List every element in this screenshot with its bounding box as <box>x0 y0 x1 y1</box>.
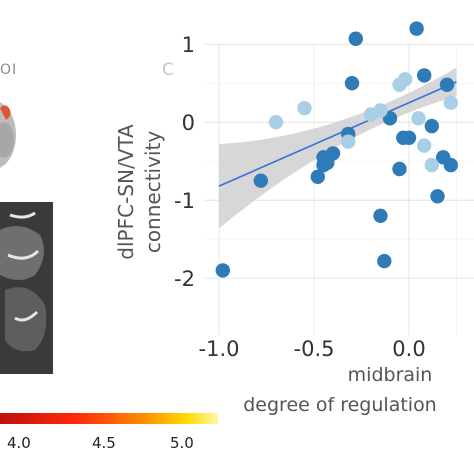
mri-tissue-a <box>0 226 44 280</box>
regression-line <box>218 81 457 187</box>
brain-surface-shade <box>0 122 14 158</box>
x-tick-label: -1.0 <box>199 337 240 361</box>
roi-label: OI <box>0 62 18 78</box>
data-point <box>401 130 417 145</box>
data-point <box>417 68 432 83</box>
y-tick-label: -1 <box>174 189 195 213</box>
data-point <box>310 169 325 184</box>
mri-white-matter <box>7 211 40 322</box>
data-point <box>373 103 388 118</box>
data-point <box>348 31 363 46</box>
colorbar <box>0 413 218 424</box>
colorbar-tick-label: 4.0 <box>7 434 31 452</box>
colorbar-tick-label: 5.0 <box>170 434 194 452</box>
x-tick-label: 0.0 <box>392 337 425 361</box>
data-point <box>424 157 439 173</box>
data-point <box>377 253 392 269</box>
data-point <box>268 115 284 130</box>
y-tick-label: 1 <box>182 33 195 57</box>
colorbar-tick-label: 4.5 <box>92 434 116 452</box>
data-point <box>398 72 413 87</box>
y-tick-label: -2 <box>174 267 195 291</box>
y-tick-label: 0 <box>182 111 195 135</box>
data-point <box>253 173 268 188</box>
data-point <box>382 111 398 126</box>
data-point <box>424 118 439 134</box>
data-point <box>341 134 356 149</box>
data-point <box>411 111 426 126</box>
confidence-band <box>218 67 457 229</box>
data-point <box>373 208 388 223</box>
x-axis-label-line2: degree of regulation <box>243 394 436 416</box>
data-point <box>439 77 455 92</box>
data-point <box>344 76 360 91</box>
data-point <box>297 100 312 116</box>
data-point <box>443 95 458 110</box>
data-point <box>417 138 432 153</box>
y-axis-label-line1: dlPFC-SN/VTA <box>114 124 138 260</box>
y-axis-label-line2: connectivity <box>141 131 165 254</box>
data-point <box>325 146 341 161</box>
tick-labels: -2 -1 0 1 -1.0 -0.5 0.0 <box>174 33 426 361</box>
data-point <box>409 21 424 36</box>
panel-letter: C <box>162 60 174 80</box>
x-tick-label: -0.5 <box>294 337 335 361</box>
data-point <box>392 161 407 177</box>
roi-highlight <box>0 105 11 120</box>
data-point <box>443 157 458 173</box>
data-points <box>215 21 458 278</box>
x-axis-label-line1: midbrain <box>348 364 433 386</box>
data-point <box>215 263 230 278</box>
data-point <box>430 189 445 204</box>
